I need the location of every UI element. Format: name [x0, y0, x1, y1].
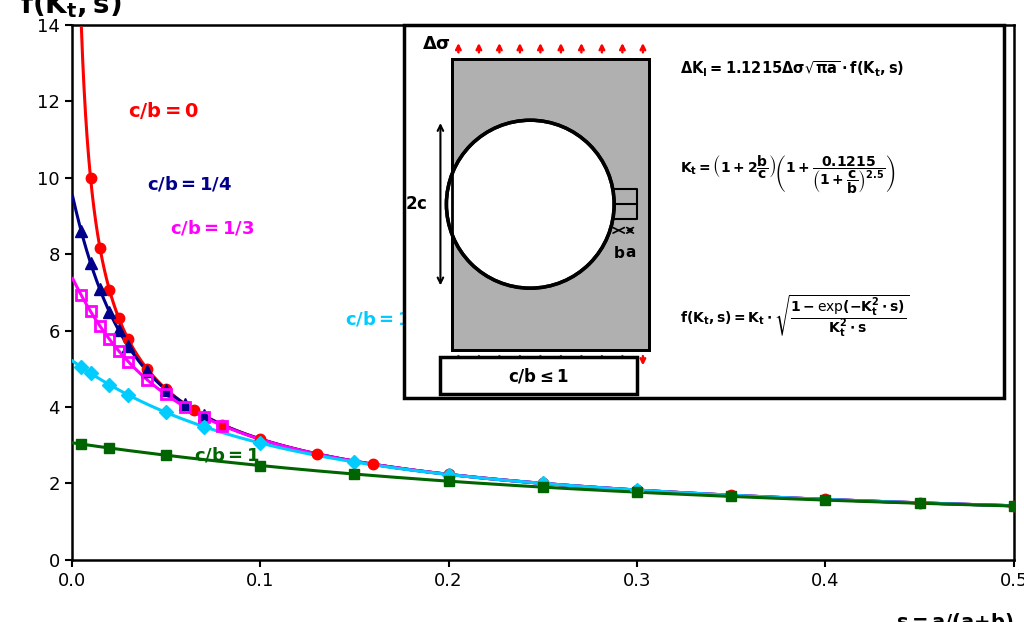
Bar: [453, 59, 649, 350]
Text: $\mathbf{\Delta\sigma}$: $\mathbf{\Delta\sigma}$: [423, 35, 452, 53]
Text: $\mathbf{2c}$: $\mathbf{2c}$: [406, 195, 428, 213]
Bar: [453, 59, 649, 350]
Text: $\mathbf{f(K_t,s)=K_t\cdot\sqrt{\dfrac{1-\exp(-K_t^2\cdot s)}{K_t^2\cdot s}}}$: $\mathbf{f(K_t,s)=K_t\cdot\sqrt{\dfrac{1…: [680, 294, 909, 338]
Text: $\mathbf{f(K_t,s)}$: $\mathbf{f(K_t,s)}$: [19, 0, 121, 19]
Text: $\mathbf{c/b=1/3}$: $\mathbf{c/b=1/3}$: [170, 218, 254, 237]
Text: $\mathbf{c/b=0}$: $\mathbf{c/b=0}$: [128, 100, 200, 121]
Text: $\mathbf{b}$: $\mathbf{b}$: [612, 245, 625, 261]
Bar: [440, 357, 637, 394]
Text: $\mathbf{a}$: $\mathbf{a}$: [625, 245, 636, 260]
Ellipse shape: [446, 120, 614, 288]
Text: $\mathbf{c/b \leq 1}$: $\mathbf{c/b \leq 1}$: [508, 366, 569, 385]
Text: $\mathbf{c/b=1/2}$: $\mathbf{c/b=1/2}$: [345, 310, 428, 329]
Text: $\mathbf{c/b=1/4}$: $\mathbf{c/b=1/4}$: [147, 174, 232, 193]
Text: $\mathbf{s{=}a/(a{+}b)}$: $\mathbf{s{=}a/(a{+}b)}$: [896, 611, 1014, 622]
Bar: [614, 189, 637, 219]
Bar: [453, 59, 649, 350]
Text: $\mathbf{c/b=1}$: $\mathbf{c/b=1}$: [195, 445, 260, 465]
Text: $\mathbf{\Delta K_I = 1.1215\Delta\sigma\sqrt{\pi a}\cdot f(K_t,s)}$: $\mathbf{\Delta K_I = 1.1215\Delta\sigma…: [680, 60, 904, 80]
Text: $\mathbf{K_t = \left(1+2\dfrac{b}{c}\right)\left(1+\dfrac{0.1215}{\left(1+\dfrac: $\mathbf{K_t = \left(1+2\dfrac{b}{c}\rig…: [680, 153, 895, 195]
